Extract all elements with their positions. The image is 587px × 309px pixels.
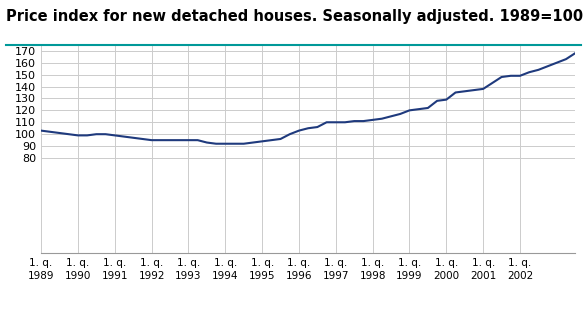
Text: Price index for new detached houses. Seasonally adjusted. 1989=100: Price index for new detached houses. Sea…: [6, 9, 583, 24]
